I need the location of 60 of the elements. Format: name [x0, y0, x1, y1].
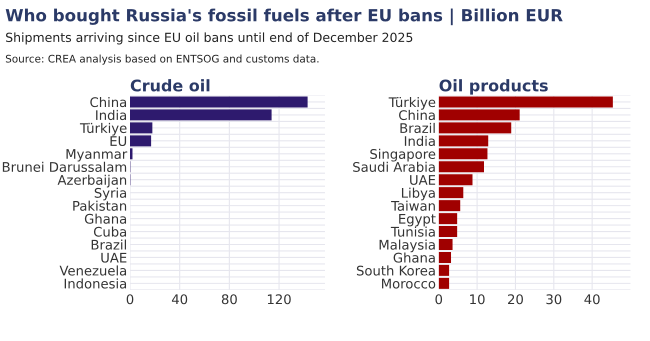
- y-tick-label: Ghana: [84, 214, 126, 224]
- y-tick-label: Morocco: [382, 278, 436, 289]
- bar: [438, 264, 450, 276]
- x-tick-label: 10: [470, 294, 485, 304]
- chart-title: Oil products: [440, 79, 548, 95]
- chart-title: Crude oil: [130, 79, 210, 92]
- x-tick-label: 40: [172, 294, 188, 304]
- x-tick-label: 40: [584, 294, 600, 304]
- bar: [130, 109, 272, 120]
- y-tick-label: EU: [110, 136, 126, 146]
- y-tick-label: Pakistan: [73, 200, 126, 211]
- y-tick-label: Azerbaijan: [58, 174, 126, 188]
- x-tick-label: 0: [435, 294, 442, 304]
- bar: [438, 187, 464, 198]
- y-tick-label: Libya: [402, 188, 435, 200]
- y-tick-label: Brazil: [92, 239, 126, 250]
- bar: [130, 122, 152, 134]
- y-tick-label: China: [90, 96, 126, 108]
- bar: [438, 278, 450, 289]
- text: Shipments arriving since EU oil bans until end of December 2025: [6, 32, 412, 44]
- y-tick-label: UAE: [101, 252, 126, 263]
- y-tick-label: Türkiye: [388, 96, 436, 110]
- x-tick-label: 0: [126, 294, 134, 304]
- y-tick-label: Tunisia: [390, 226, 435, 237]
- text: Who bought Russia's fossil fuels after EU bans | Billion EUR: [6, 8, 563, 26]
- y-tick-label: Egypt: [399, 214, 436, 226]
- y-tick-label: Myanmar: [66, 149, 128, 162]
- y-tick-label: South Korea: [356, 265, 435, 276]
- y-tick-label: Venezuela: [60, 265, 126, 276]
- bar: [130, 96, 308, 108]
- y-tick-label: India: [96, 110, 126, 120]
- x-tick-label: 120: [268, 294, 291, 304]
- x-tick-label: 30: [546, 294, 562, 304]
- y-tick-label: UAE: [410, 175, 436, 185]
- y-tick-label: Ghana: [394, 252, 435, 263]
- bar: [130, 135, 152, 146]
- y-tick-label: Singapore: [370, 148, 436, 162]
- bar: [438, 122, 512, 134]
- bar: [438, 96, 613, 108]
- y-tick-label: Cuba: [94, 226, 126, 237]
- bar: [438, 109, 520, 120]
- bar: [438, 135, 488, 146]
- y-tick-label: Syria: [94, 188, 126, 200]
- y-tick-label: Brunei Darussalam: [2, 162, 126, 172]
- x-tick-label: 20: [508, 294, 523, 304]
- y-tick-label: Brazil: [400, 122, 435, 134]
- bar: [438, 252, 452, 263]
- y-tick-label: China: [399, 110, 435, 120]
- bar: [438, 200, 460, 212]
- bar: [438, 226, 458, 238]
- y-tick-label: Malaysia: [380, 239, 435, 252]
- y-tick-label: Saudi Arabia: [353, 162, 435, 172]
- x-tick-label: 80: [222, 294, 237, 304]
- y-tick-label: Türkiye: [80, 122, 127, 136]
- y-tick-label: India: [404, 136, 435, 146]
- y-tick-label: Taiwan: [391, 200, 435, 211]
- source-note: Source: CREA analysis based on ENTSOG and customs data.: [6, 54, 318, 65]
- bar: [438, 238, 453, 250]
- bar: [438, 213, 458, 224]
- y-tick-label: Indonesia: [64, 278, 126, 289]
